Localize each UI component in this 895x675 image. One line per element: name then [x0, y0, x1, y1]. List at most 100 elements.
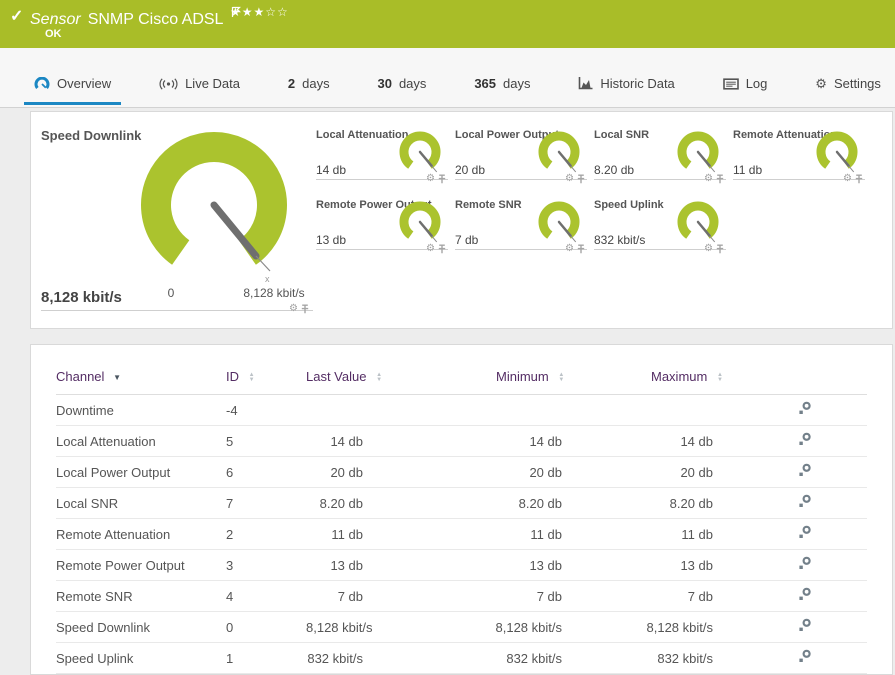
gear-icon[interactable]: ⚙	[704, 173, 713, 184]
channel-maximum: 7 db	[562, 580, 713, 612]
gear-icon[interactable]: ⚙	[426, 173, 435, 184]
gauge-panel-local-snr: Local SNR 8.20 db ⚙	[594, 128, 726, 184]
channel-settings-icon[interactable]	[797, 401, 812, 419]
log-icon	[722, 77, 739, 90]
channel-minimum: 11 db	[393, 518, 562, 550]
object-kind-label: Sensor	[30, 11, 81, 28]
pin-icon[interactable]	[577, 174, 585, 184]
gauge-title: Local SNR	[594, 129, 650, 141]
channel-minimum: 20 db	[393, 456, 562, 488]
pin-icon[interactable]	[855, 174, 863, 184]
gauge-panel-local-attenuation: Local Attenuation 14 db ⚙	[316, 128, 448, 184]
gear-icon[interactable]: ⚙	[565, 173, 574, 184]
tab-bar: Overview Live Data 2 days 30 days 365 da…	[0, 48, 895, 108]
channel-settings-icon[interactable]	[797, 618, 812, 636]
channel-settings-icon[interactable]	[797, 525, 812, 543]
tab-30-days[interactable]: 30 days	[367, 72, 436, 95]
table-row: Remote Attenuation 2 11 db 11 db 11 db	[56, 518, 867, 550]
column-label: Channel	[56, 369, 105, 384]
tab-live-data[interactable]: Live Data	[149, 72, 250, 95]
gauge-title: Speed Downlink	[41, 128, 142, 143]
tab-overview[interactable]: Overview	[24, 72, 122, 105]
gear-icon[interactable]: ⚙	[426, 243, 435, 254]
status-badge: OK	[45, 28, 62, 40]
gauge-title: Local Power Output	[455, 129, 559, 141]
channel-last-value: 8.20 db	[306, 487, 393, 519]
gauge-dial	[816, 131, 858, 173]
channel-settings-icon[interactable]	[797, 649, 812, 667]
flag-icon	[226, 5, 241, 22]
priority-stars[interactable]: ★★★☆☆	[230, 5, 289, 19]
sort-minimum-header[interactable]: Minimum ▲ ▼	[393, 365, 565, 395]
channel-maximum: 20 db	[562, 456, 713, 488]
table-row: Speed Downlink 0 8,128 kbit/s 8,128 kbit…	[56, 611, 867, 643]
channel-name: Remote Attenuation	[56, 518, 226, 550]
tab-historic-data[interactable]: Historic Data	[568, 72, 684, 95]
channel-minimum	[393, 394, 562, 426]
column-label: ID	[226, 369, 239, 384]
table-row: Downtime -4	[56, 394, 867, 426]
gauge-value: 8.20 db	[594, 163, 635, 177]
sort-channel-header[interactable]: Channel ▼	[56, 365, 226, 395]
table-row: Local Power Output 6 20 db 20 db 20 db	[56, 456, 867, 488]
sort-icon: ▲ ▼	[558, 371, 565, 383]
channel-last-value: 11 db	[306, 518, 393, 550]
channel-name: Speed Uplink	[56, 642, 226, 674]
tab-2-days[interactable]: 2 days	[278, 72, 340, 95]
gauge-value: 7 db	[455, 233, 479, 247]
tab-label: days	[503, 76, 531, 91]
sort-maximum-header[interactable]: Maximum ▲ ▼	[562, 365, 723, 395]
gauge-value: 13 db	[316, 233, 347, 247]
gear-icon[interactable]: ⚙	[565, 243, 574, 254]
channel-settings-icon[interactable]	[797, 494, 812, 512]
gear-icon[interactable]: ⚙	[704, 243, 713, 254]
channel-maximum: 11 db	[562, 518, 713, 550]
pin-icon[interactable]	[301, 304, 309, 314]
gauge-value: 11 db	[733, 163, 763, 177]
gauge-panel-remote-power-output: Remote Power Output 13 db ⚙	[316, 198, 448, 254]
channel-maximum: 14 db	[562, 425, 713, 457]
sort-icon: ▲ ▼	[716, 371, 723, 383]
gauge-panel-speed-uplink: Speed Uplink 832 kbit/s ⚙	[594, 198, 726, 254]
tab-log[interactable]: Log	[713, 72, 778, 95]
tab-365-days[interactable]: 365 days	[464, 72, 540, 95]
gauge-dial	[399, 131, 441, 173]
gear-icon[interactable]: ⚙	[289, 303, 298, 314]
table-header-row: Channel ▼ ID ▲ ▼ Last Value ▲ ▼ Minimum ▲ ▼…	[56, 365, 867, 395]
channel-maximum: 8,128 kbit/s	[562, 611, 713, 643]
tab-label: Log	[745, 76, 768, 91]
pin-icon[interactable]	[716, 174, 724, 184]
tab-settings[interactable]: ⚙ Settings	[805, 72, 891, 95]
channel-last-value	[306, 394, 393, 426]
channel-last-value: 20 db	[306, 456, 393, 488]
channels-table-panel: Channel ▼ ID ▲ ▼ Last Value ▲ ▼ Minimum ▲ ▼…	[30, 344, 893, 675]
channel-name: Remote Power Output	[56, 549, 226, 581]
gauge-value: 14 db	[316, 163, 347, 177]
table-row: Speed Uplink 1 832 kbit/s 832 kbit/s 832…	[56, 642, 867, 674]
gauge-panel-local-power-output: Local Power Output 20 db ⚙	[455, 128, 587, 184]
gear-icon[interactable]: ⚙	[843, 173, 852, 184]
sensor-name: SNMP Cisco ADSL	[87, 11, 224, 28]
gauge-title: Remote SNR	[455, 199, 522, 211]
pin-icon[interactable]	[716, 244, 724, 254]
gauge-title: Local Attenuation	[316, 129, 409, 141]
channel-id: 6	[226, 456, 306, 488]
gauge-panel-remote-snr: Remote SNR 7 db ⚙	[455, 198, 587, 254]
channel-settings-icon[interactable]	[797, 432, 812, 450]
tab-number: 30	[377, 76, 392, 91]
channel-id: 5	[226, 425, 306, 457]
pin-icon[interactable]	[577, 244, 585, 254]
svg-text:x: x	[265, 274, 270, 284]
channel-settings-icon[interactable]	[797, 587, 812, 605]
pin-icon[interactable]	[438, 174, 446, 184]
channel-settings-icon[interactable]	[797, 556, 812, 574]
sort-last-value-header[interactable]: Last Value ▲ ▼	[306, 365, 393, 395]
channel-maximum	[562, 394, 713, 426]
pin-icon[interactable]	[438, 244, 446, 254]
sort-id-header[interactable]: ID ▲ ▼	[226, 365, 306, 395]
tab-number: 2	[287, 76, 296, 91]
tab-label: days	[398, 76, 427, 91]
channel-name: Local Attenuation	[56, 425, 226, 457]
channel-settings-icon[interactable]	[797, 463, 812, 481]
sort-desc-icon: ▼	[113, 373, 121, 382]
